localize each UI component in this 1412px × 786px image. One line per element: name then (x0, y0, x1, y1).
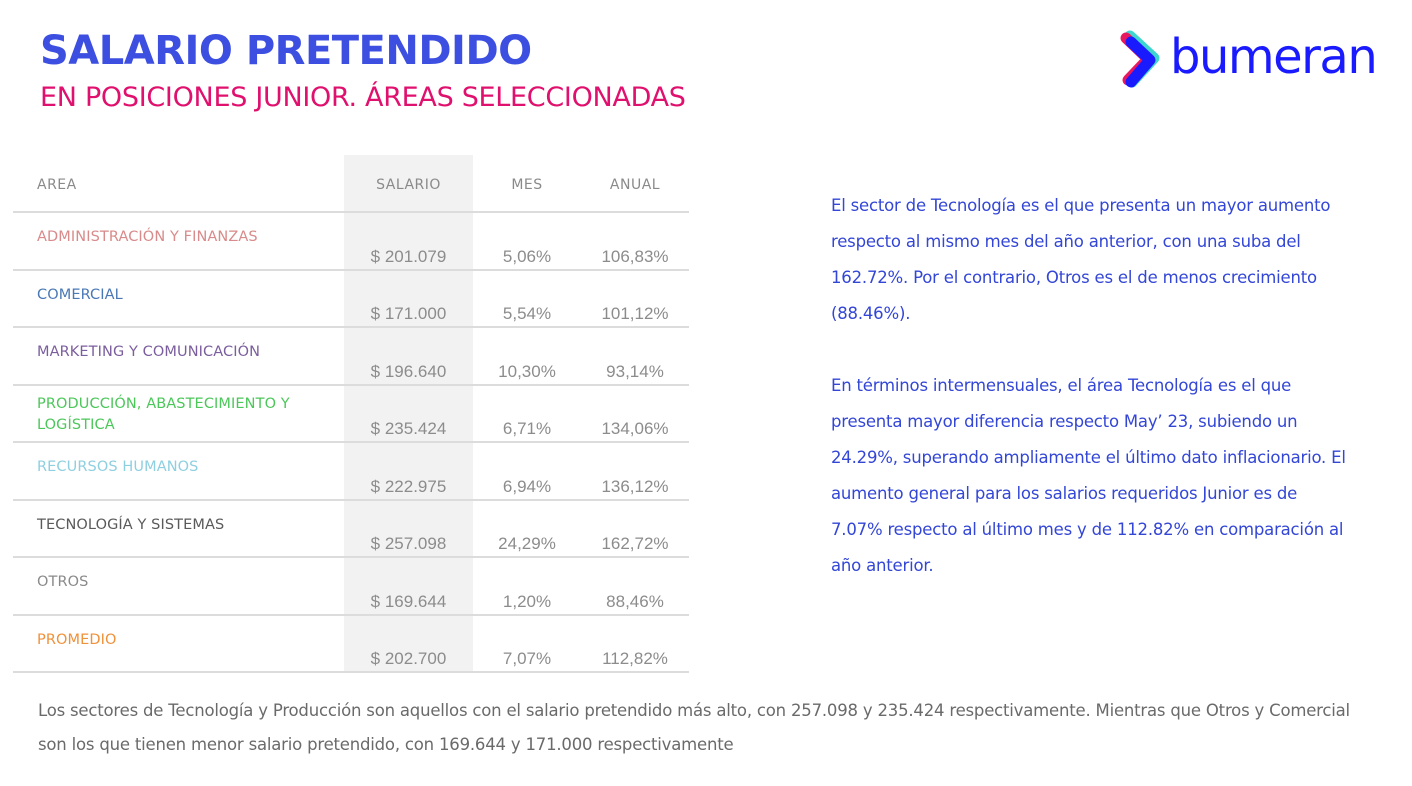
table-row: ADMINISTRACIÓN Y FINANZAS $ 201.079 5,06… (13, 213, 689, 271)
column-header-area: AREA (37, 177, 77, 193)
salario-value: $ 196.640 (370, 361, 447, 381)
anual-value: 101,12% (601, 304, 669, 323)
mes-value: 1,20% (502, 591, 552, 611)
mes-value: 5,06% (502, 246, 552, 266)
page-subtitle: EN POSICIONES JUNIOR. ÁREAS SELECCIONADA… (40, 82, 686, 113)
salario-value: $ 169.644 (370, 591, 447, 611)
table-row: COMERCIAL $ 171.000 5,54% 101,12% (13, 271, 689, 328)
anual-value: 134,06% (601, 419, 669, 438)
table-row: TECNOLOGÍA Y SISTEMAS $ 257.098 24,29% 1… (13, 501, 689, 558)
anual-value: 106,83% (601, 246, 669, 266)
area-name: MARKETING Y COMUNICACIÓN (37, 344, 261, 360)
anual-value: 112,82% (602, 649, 668, 668)
area-name: PRODUCCIÓN, ABASTECIMIENTO Y LOGÍSTICA (37, 395, 290, 433)
analysis-paragraph-annual: El sector de Tecnología es el que presen… (831, 196, 1331, 323)
mes-value: 24,29% (498, 534, 556, 553)
salario-value: $ 202.700 (370, 649, 447, 668)
anual-value: 162,72% (601, 534, 669, 553)
anual-value: 88,46% (606, 591, 664, 611)
table-row-promedio: PROMEDIO $ 202.700 7,07% 112,82% (13, 616, 689, 673)
area-name: OTROS (37, 574, 89, 590)
mes-value: 6,94% (502, 476, 552, 496)
area-name: TECNOLOGÍA Y SISTEMAS (37, 516, 225, 533)
page-title: SALARIO PRETENDIDO (40, 28, 532, 74)
analysis-paragraph-monthly: En términos intermensuales, el área Tecn… (831, 376, 1346, 575)
table-header: AREA SALARIO MES ANUAL (13, 155, 689, 213)
summary-footnote: Los sectores de Tecnología y Producción … (38, 701, 1350, 754)
mes-value: 6,71% (502, 419, 552, 438)
salario-value: $ 171.000 (370, 304, 447, 323)
table-row: OTROS $ 169.644 1,20% 88,46% (13, 558, 689, 616)
salario-value: $ 201.079 (370, 246, 447, 266)
area-name: ADMINISTRACIÓN Y FINANZAS (37, 229, 258, 245)
mes-value: 10,30% (498, 361, 556, 381)
salario-value: $ 222.975 (370, 476, 447, 496)
column-header-mes: MES (511, 177, 543, 193)
bumeran-logo: bumeran (1118, 28, 1378, 92)
mes-value: 7,07% (502, 649, 552, 668)
column-header-salario: SALARIO (376, 177, 441, 193)
area-name: RECURSOS HUMANOS (37, 459, 199, 475)
logo-wordmark: bumeran (1170, 29, 1378, 85)
mes-value: 5,54% (502, 304, 552, 323)
table-row: RECURSOS HUMANOS $ 222.975 6,94% 136,12% (13, 443, 689, 501)
anual-value: 93,14% (606, 361, 664, 381)
table-row: MARKETING Y COMUNICACIÓN $ 196.640 10,30… (13, 328, 689, 386)
salario-value: $ 257.098 (370, 534, 447, 553)
salario-column-highlight (344, 155, 473, 673)
salary-table: AREA SALARIO MES ANUAL ADMINISTRACIÓN Y … (13, 155, 689, 673)
area-name: PROMEDIO (37, 631, 117, 648)
anual-value: 136,12% (601, 476, 669, 496)
chevron-arrow-logo-icon (1120, 30, 1160, 88)
area-name: COMERCIAL (37, 286, 123, 303)
column-header-anual: ANUAL (609, 177, 661, 193)
table-row: PRODUCCIÓN, ABASTECIMIENTO Y LOGÍSTICA $… (13, 386, 689, 443)
salario-value: $ 235.424 (370, 419, 447, 438)
